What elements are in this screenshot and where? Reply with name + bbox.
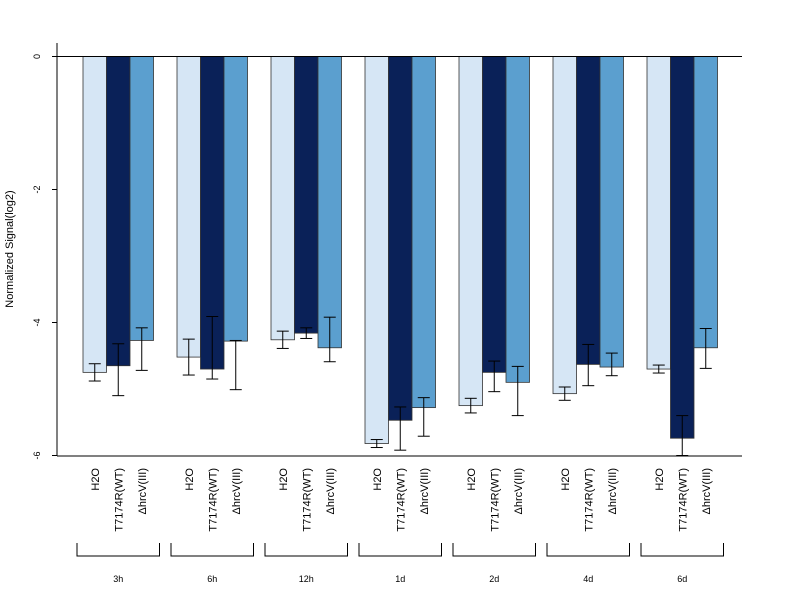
y-ticks: 0 -2 -4 -6 [32,54,57,460]
y-tick-label: 0 [32,54,42,59]
error-bar-12h-2 [323,316,336,363]
x-tick-label: H2O [90,468,102,491]
group-label: 12h [299,574,314,584]
bar-6h-0 [176,56,201,358]
x-tick-label: H2O [560,468,572,491]
bracket-line [264,543,348,557]
bar-1d-0 [364,56,389,444]
x-tick-label: H2O [654,468,666,491]
error-bar-6d-2 [699,327,712,369]
bar-6d-1 [670,56,695,439]
group-label: 4d [583,574,593,584]
bar-6h-2 [223,56,248,342]
x-tick-label: H2O [466,468,478,491]
error-bar-3h-1 [112,343,125,397]
y-tick-label: -6 [32,451,42,459]
bracket-line [640,543,724,557]
x-tick-label: ΔhrcV(III) [701,468,713,514]
bar-1d-1 [388,56,413,421]
error-bar-1d-2 [417,397,430,437]
bracket-line [170,543,254,557]
x-tick-label: ΔhrcV(III) [231,468,243,514]
bar-2d-2 [505,56,530,383]
bracket-line [452,543,536,557]
x-tick-label: T7174R(WT) [113,468,125,532]
plot-area [82,56,718,456]
x-tick-label: ΔhrcV(III) [607,468,619,514]
bar-6d-0 [646,56,671,370]
bar-4d-0 [552,56,577,395]
x-tick-label: T7174R(WT) [395,468,407,532]
error-bar-4d-2 [605,352,618,377]
error-bar-6h-1 [206,316,219,380]
error-bar-6h-2 [229,339,242,391]
group-bracket-12h: 12h [264,543,348,584]
bar-2d-1 [482,56,507,373]
x-tick-label: ΔhrcV(III) [513,468,525,514]
bar-3h-2 [129,56,154,341]
bar-12h-0 [270,56,295,341]
y-tick-label: -2 [32,185,42,193]
error-bar-6h-0 [182,338,195,376]
error-bar-3h-2 [135,327,148,371]
x-labels: H2O T7174R(WT) ΔhrcV(III) H2O T7174R(WT) Δhrc… [90,468,713,532]
x-tick-label: H2O [184,468,196,491]
x-tick-label: T7174R(WT) [583,468,595,532]
group-label: 3h [113,574,123,584]
error-bar-6d-0 [652,364,665,374]
bracket-line [546,543,630,557]
error-bar-3h-0 [88,363,101,382]
group-brackets: 3h 6h 12h 1d 2d 4d 6d [76,543,724,584]
error-bar-4d-1 [582,343,595,387]
error-bar-4d-0 [558,386,571,401]
bar-1d-2 [411,56,436,409]
group-label: 2d [489,574,499,584]
group-bracket-2d: 2d [452,543,536,584]
x-tick-label: T7174R(WT) [677,468,689,532]
group-label: 6d [677,574,687,584]
group-bracket-3h: 3h [76,543,160,584]
error-bar-2d-0 [464,397,477,414]
group-bracket-6h: 6h [170,543,254,584]
bar-3h-1 [106,56,131,367]
error-bar-12h-0 [276,330,289,349]
bar-3h-0 [82,56,107,373]
error-bar-12h-1 [300,327,313,339]
group-bracket-6d: 6d [640,543,724,584]
x-tick-label: ΔhrcV(III) [325,468,337,514]
bracket-line [358,543,442,557]
error-bar-2d-2 [511,365,524,417]
group-label: 1d [395,574,405,584]
bar-12h-1 [294,56,319,334]
x-tick-label: T7174R(WT) [489,468,501,532]
x-tick-label: T7174R(WT) [301,468,313,532]
group-bracket-4d: 4d [546,543,630,584]
bar-4d-1 [576,56,601,365]
error-bar-1d-1 [394,406,407,451]
group-label: 6h [207,574,217,584]
bar-4d-2 [599,56,624,368]
error-bar-2d-1 [488,360,501,393]
x-tick-label: ΔhrcV(III) [419,468,431,514]
x-tick-label: T7174R(WT) [207,468,219,532]
x-tick-label: H2O [278,468,290,491]
bar-6d-2 [693,56,718,349]
bracket-line [76,543,160,557]
x-tick-label: ΔhrcV(III) [137,468,149,514]
error-bar-1d-0 [370,439,383,449]
group-bracket-1d: 1d [358,543,442,584]
x-tick-label: H2O [372,468,384,491]
y-tick-label: -4 [32,318,42,326]
bar-12h-2 [317,56,342,349]
bar-2d-0 [458,56,483,407]
y-axis-title: Normalized Signal(log2) [4,190,16,307]
